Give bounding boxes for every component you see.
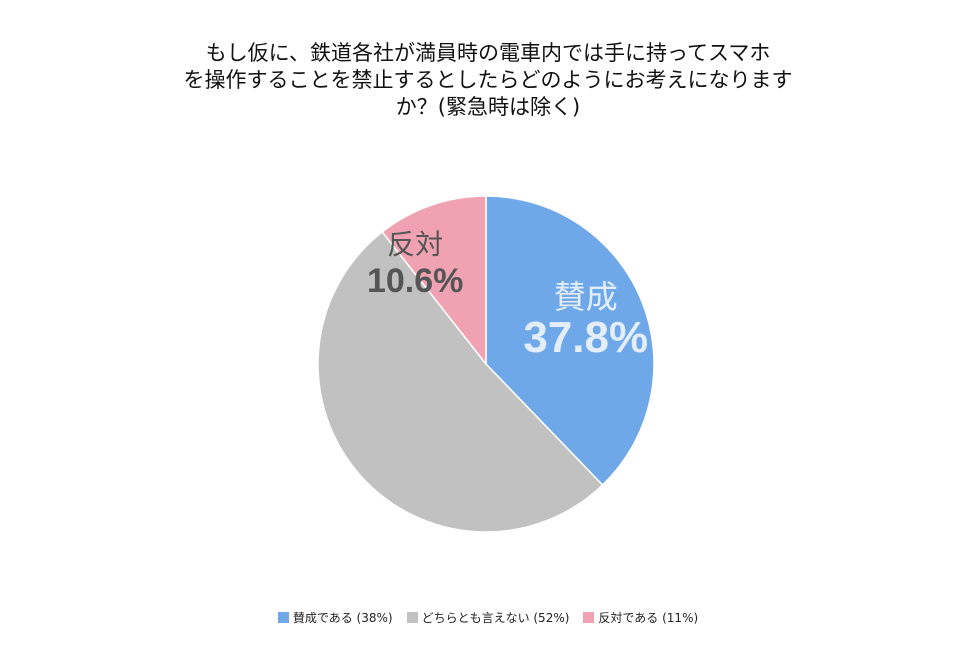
pie-slice-value-0: 37.8% (523, 313, 648, 362)
legend-label-0: 賛成である (38%) (292, 611, 393, 625)
pie-slice-2 (381, 195, 487, 367)
legend-item-2: 反対である (11%) (583, 609, 698, 626)
legend-item-1: どちらとも言えない (52%) (406, 609, 570, 626)
chart-title-line-1: もし仮に、鉄道各社が満員時の電車内では手に持ってスマホ (205, 41, 771, 65)
chart-title: もし仮に、鉄道各社が満員時の電車内では手に持ってスマホ を操作することを禁止する… (138, 40, 838, 121)
chart-title-line-2: を操作することを禁止するとしたらどのようにお考えになります (183, 68, 793, 92)
pie-slice-1 (317, 230, 604, 533)
pie-slice-label-0: 賛成 (554, 278, 618, 316)
legend-label-2: 反対である (11%) (598, 611, 699, 625)
legend-item-0: 賛成である (38%) (277, 609, 393, 626)
pie-slices (317, 195, 655, 533)
pie-slice-value-2: 10.6% (367, 262, 463, 300)
chart-title-line-3: か？(緊急時は除く) (395, 95, 581, 119)
pie-slice-label-2: 反対 (387, 228, 443, 261)
legend-label-1: どちらとも言えない (52%) (421, 611, 570, 625)
legend: 賛成である (38%) どちらとも言えない (52%) 反対である (11%) (0, 609, 976, 626)
legend-swatch-2 (583, 612, 595, 623)
legend-swatch-0 (277, 612, 289, 623)
pie-slice-0 (485, 195, 655, 487)
legend-swatch-1 (406, 612, 418, 623)
